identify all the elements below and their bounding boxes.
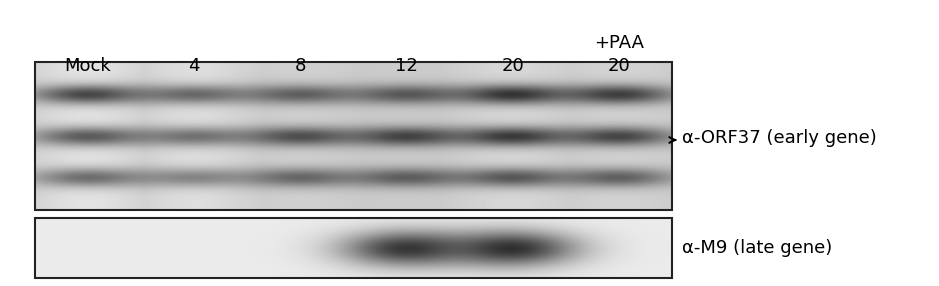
Bar <box>35 218 672 278</box>
Text: 4: 4 <box>189 57 200 75</box>
Text: α-M9 (late gene): α-M9 (late gene) <box>682 239 832 257</box>
Text: 12: 12 <box>395 57 418 75</box>
Text: 20: 20 <box>501 57 524 75</box>
Text: 20: 20 <box>608 57 630 75</box>
Text: +PAA: +PAA <box>594 34 644 52</box>
Bar <box>35 62 672 210</box>
Text: α-ORF37 (early gene): α-ORF37 (early gene) <box>682 129 877 147</box>
Text: Mock: Mock <box>65 57 111 75</box>
Text: 8: 8 <box>295 57 306 75</box>
